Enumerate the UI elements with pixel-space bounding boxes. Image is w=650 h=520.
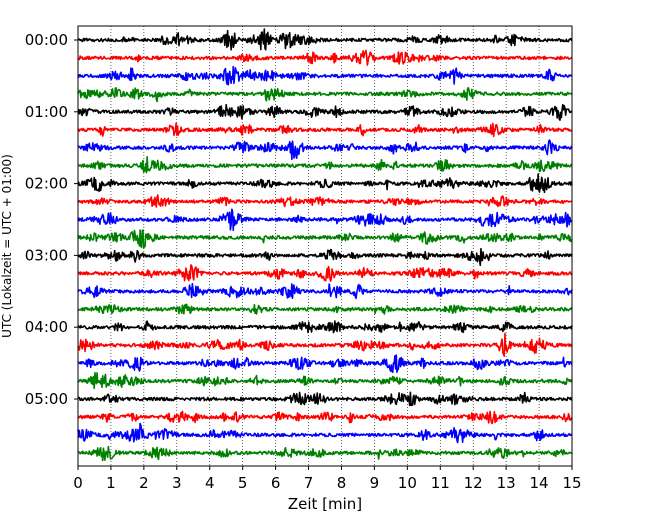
trace-0530 bbox=[77, 422, 573, 444]
x-tick-label: 2 bbox=[139, 474, 149, 492]
trace-0045 bbox=[77, 86, 573, 103]
x-tick-label: 0 bbox=[73, 474, 83, 492]
trace-0345 bbox=[77, 303, 573, 315]
y-tick-label: 03:00 bbox=[25, 246, 68, 264]
trace-0100 bbox=[77, 103, 573, 121]
x-axis-label: Zeit [min] bbox=[288, 495, 362, 513]
trace-0245 bbox=[77, 229, 573, 249]
trace-0030 bbox=[77, 65, 573, 86]
trace-0315 bbox=[77, 264, 573, 282]
y-tick-label: 04:00 bbox=[25, 318, 68, 336]
trace-0400 bbox=[77, 320, 573, 334]
x-tick-label: 1 bbox=[106, 474, 116, 492]
x-tick-label: 3 bbox=[172, 474, 182, 492]
trace-0015 bbox=[77, 49, 573, 66]
y-tick-label: 01:00 bbox=[25, 103, 68, 121]
trace-0000 bbox=[77, 28, 573, 51]
y-tick-label: 00:00 bbox=[25, 31, 68, 49]
trace-0330 bbox=[77, 282, 573, 300]
y-axis-label: UTC (Lokalzeit = UTC + 01:00) bbox=[0, 154, 14, 338]
y-tick-label: 05:00 bbox=[25, 390, 68, 408]
plot-area-frame bbox=[77, 25, 573, 467]
x-tick-label: 6 bbox=[271, 474, 281, 492]
x-tick-label: 8 bbox=[337, 474, 347, 492]
trace-0300 bbox=[77, 247, 573, 267]
trace-0230 bbox=[77, 208, 573, 232]
grid-lines bbox=[110, 26, 540, 466]
trace-0430 bbox=[77, 354, 573, 374]
x-tick-label: 5 bbox=[238, 474, 248, 492]
y-axis: 00:00 01:00 02:00 03:00 04:00 05:00 bbox=[25, 31, 78, 408]
x-tick-label: 13 bbox=[497, 474, 516, 492]
x-tick-label: 12 bbox=[464, 474, 483, 492]
trace-0130 bbox=[77, 139, 573, 161]
x-tick-label: 10 bbox=[398, 474, 417, 492]
x-tick-label: 4 bbox=[205, 474, 215, 492]
trace-0215 bbox=[77, 194, 573, 208]
x-tick-label: 9 bbox=[370, 474, 380, 492]
trace-0545 bbox=[77, 445, 573, 462]
x-tick-label: 15 bbox=[562, 474, 581, 492]
trace-0200 bbox=[77, 173, 573, 194]
trace-0415 bbox=[77, 332, 573, 357]
trace-0115 bbox=[77, 122, 573, 138]
x-tick-label: 7 bbox=[304, 474, 314, 492]
trace-0145 bbox=[77, 155, 573, 174]
trace-0445 bbox=[77, 371, 573, 390]
seismic-traces bbox=[77, 28, 573, 462]
y-tick-label: 02:00 bbox=[25, 175, 68, 193]
x-tick-label: 14 bbox=[530, 474, 549, 492]
trace-0500 bbox=[77, 391, 573, 407]
x-axis: 0 1 2 3 4 5 6 7 8 9 10 11 12 13 14 15 bbox=[73, 466, 582, 492]
trace-0515 bbox=[77, 410, 573, 425]
x-tick-label: 11 bbox=[431, 474, 450, 492]
